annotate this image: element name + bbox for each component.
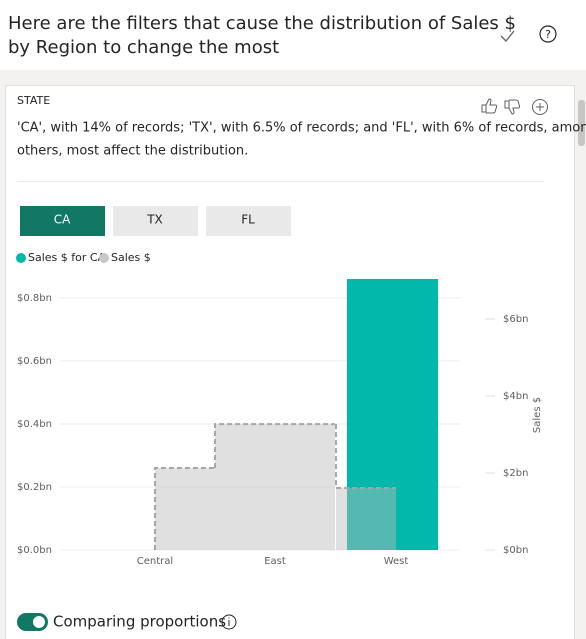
y-tick-label: $0.6bn bbox=[17, 356, 52, 367]
svg-text:?: ? bbox=[545, 28, 551, 41]
thumbs-down[interactable] bbox=[504, 99, 521, 115]
y-tick-label: $0.8bn bbox=[17, 293, 52, 304]
x-tick-label: East bbox=[264, 556, 286, 567]
bar bbox=[215, 424, 335, 550]
bar bbox=[336, 488, 396, 550]
thumbs-up[interactable] bbox=[481, 98, 498, 114]
tab-selected[interactable] bbox=[20, 206, 105, 236]
description-line: others, most affect the distribution. bbox=[17, 144, 248, 159]
y2-axis-label: Sales $ bbox=[532, 397, 543, 433]
y2-tick-label: $0bn bbox=[503, 545, 528, 556]
x-tick-label: West bbox=[384, 556, 409, 567]
add-button[interactable] bbox=[532, 99, 548, 115]
bar-outline bbox=[154, 467, 215, 550]
y-tick-label: $0.4bn bbox=[17, 419, 52, 430]
title-line: by Region to change the most bbox=[8, 37, 279, 58]
legend-swatch bbox=[16, 253, 26, 263]
description-line: 'CA', with 14% of records; 'TX', with 6.… bbox=[17, 121, 586, 136]
y2-tick-label: $6bn bbox=[503, 314, 528, 325]
accept-button[interactable] bbox=[500, 30, 515, 42]
bar-outline bbox=[214, 423, 335, 469]
toggle[interactable] bbox=[17, 613, 48, 631]
card bbox=[5, 85, 575, 639]
scrollbar[interactable] bbox=[577, 85, 586, 639]
y-tick-label: $0.0bn bbox=[17, 545, 52, 556]
tab-label[interactable]: TX bbox=[146, 213, 163, 227]
y2-tick-label: $4bn bbox=[503, 391, 528, 402]
bar bbox=[347, 279, 438, 550]
y-tick-label: $0.2bn bbox=[17, 482, 52, 493]
legend-swatch bbox=[99, 253, 109, 263]
card-heading: STATE bbox=[17, 94, 50, 107]
tab-label[interactable]: FL bbox=[241, 213, 255, 227]
tab[interactable] bbox=[206, 206, 291, 236]
legend-label: Sales $ for CA bbox=[28, 251, 106, 264]
legend-label: Sales $ bbox=[111, 251, 151, 264]
info-icon[interactable] bbox=[221, 614, 237, 630]
x-tick-label: Central bbox=[137, 556, 173, 567]
scrollbar-thumb[interactable] bbox=[578, 100, 585, 146]
title-line: Here are the filters that cause the dist… bbox=[8, 13, 516, 34]
bar bbox=[155, 468, 215, 550]
toggle-label: Comparing proportions bbox=[53, 613, 226, 631]
help-button[interactable]: ? bbox=[539, 25, 557, 43]
tab[interactable] bbox=[113, 206, 198, 236]
tab-label[interactable]: CA bbox=[54, 213, 71, 227]
y2-tick-label: $2bn bbox=[503, 468, 528, 479]
